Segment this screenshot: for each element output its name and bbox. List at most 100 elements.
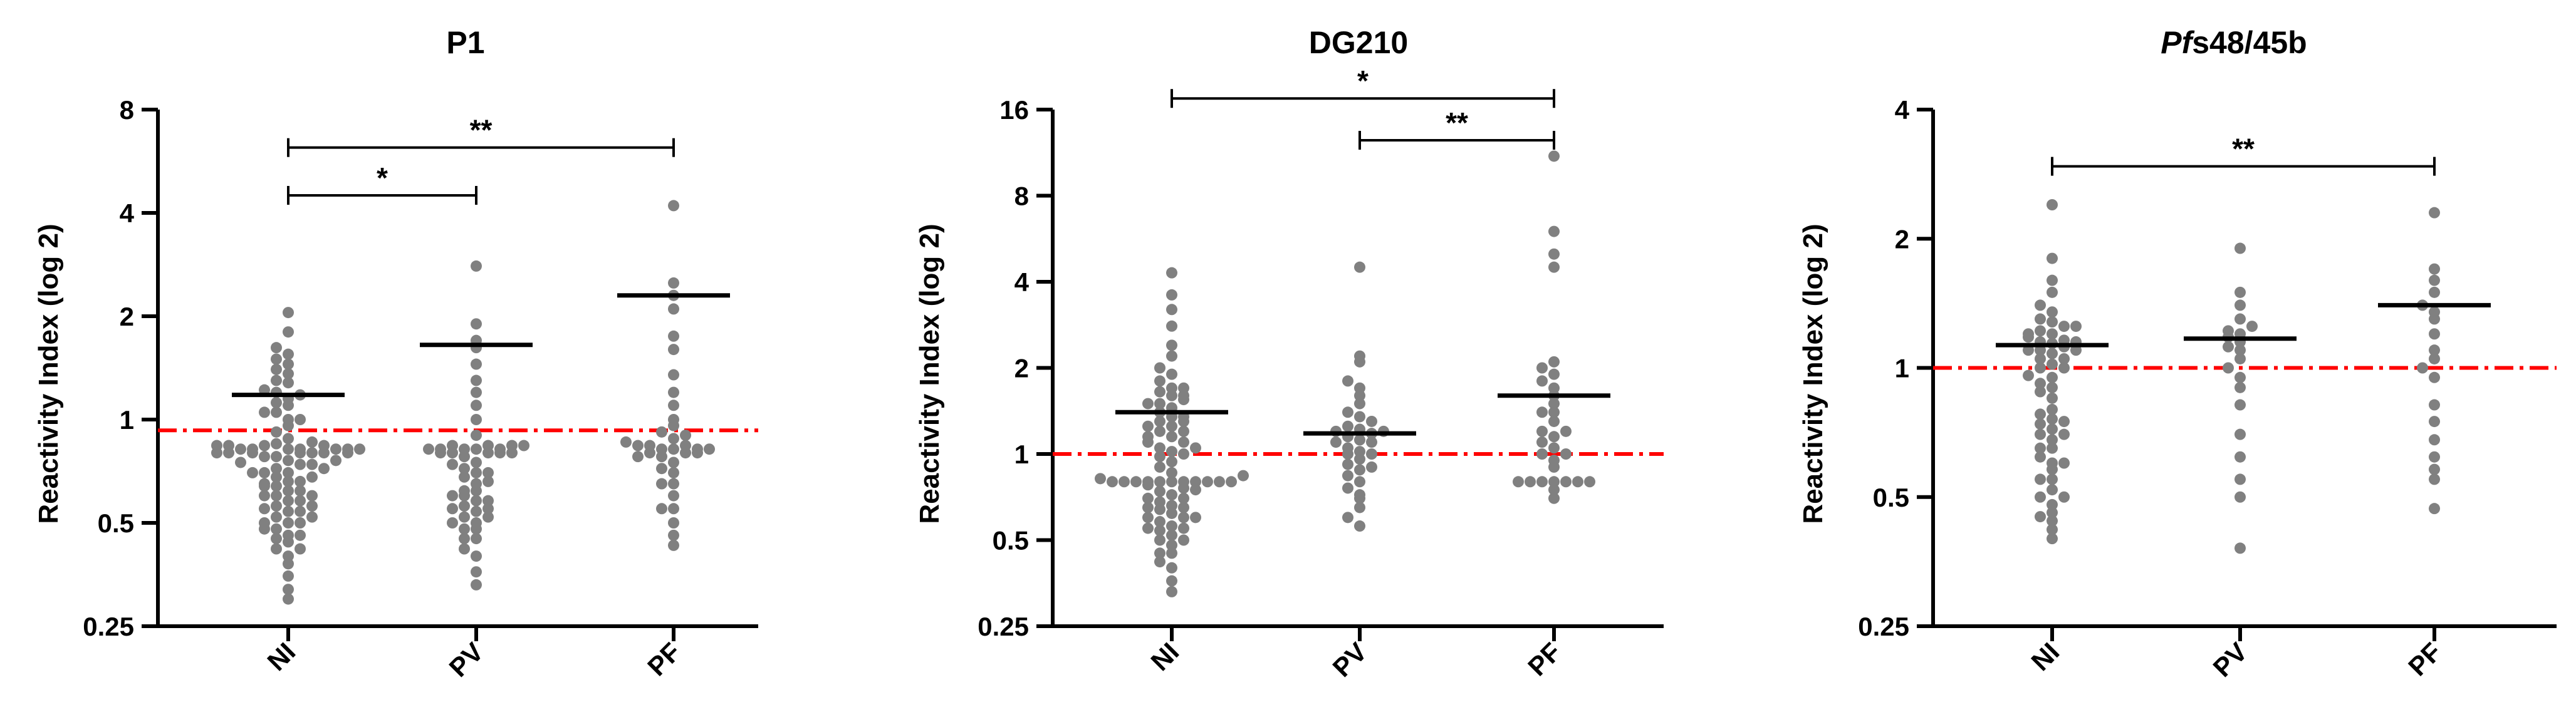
data-point: [283, 348, 294, 360]
data-point: [459, 543, 470, 555]
data-point: [283, 443, 294, 455]
data-point: [259, 480, 270, 492]
data-point: [1154, 415, 1165, 427]
y-tick-label: 1: [1014, 440, 1029, 469]
data-point: [680, 430, 691, 441]
data-point: [1560, 425, 1572, 437]
data-point: [668, 386, 679, 398]
data-point: [2035, 491, 2046, 503]
data-point: [1548, 356, 1560, 368]
data-point: [2047, 371, 2058, 383]
data-point: [1178, 502, 1189, 513]
data-point: [704, 443, 715, 455]
data-point: [632, 451, 644, 463]
data-point: [471, 550, 482, 562]
data-point: [2234, 344, 2246, 356]
data-point: [2234, 381, 2246, 393]
data-point: [1548, 248, 1560, 260]
data-point: [295, 458, 306, 470]
y-tick-label: 4: [1895, 95, 1910, 125]
data-point: [1154, 375, 1165, 387]
data-point: [2429, 463, 2440, 475]
data-point: [668, 330, 679, 342]
data-point: [1536, 425, 1548, 437]
data-point: [459, 511, 470, 523]
data-point: [2234, 451, 2246, 463]
data-point: [283, 550, 294, 562]
data-point: [259, 406, 270, 418]
data-point: [283, 414, 294, 425]
data-point: [1166, 467, 1177, 478]
data-point: [2023, 369, 2034, 381]
data-point: [1178, 492, 1189, 504]
data-point: [1354, 411, 1365, 423]
data-point: [2047, 306, 2058, 318]
data-point: [459, 485, 470, 497]
data-point: [1142, 512, 1154, 524]
data-points: [211, 200, 715, 605]
data-point: [1548, 150, 1560, 162]
data-point: [2035, 408, 2046, 420]
data-point: [1342, 406, 1353, 418]
data-point: [632, 440, 644, 451]
data-point: [620, 436, 632, 448]
data-point: [283, 467, 294, 478]
chart-title: Pfs48/45b: [2161, 25, 2307, 60]
data-point: [2058, 353, 2070, 364]
x-tick-label: NI: [2025, 637, 2065, 676]
data-point: [259, 523, 270, 535]
data-point: [2223, 325, 2234, 337]
data-point: [271, 374, 282, 386]
data-point: [471, 260, 482, 272]
data-point: [668, 503, 679, 515]
data-point: [2223, 362, 2234, 374]
y-tick-label: 8: [1014, 182, 1029, 211]
data-point: [259, 467, 270, 478]
data-point: [283, 485, 294, 497]
data-point: [447, 458, 458, 470]
data-point: [447, 440, 458, 451]
data-point: [1342, 442, 1353, 454]
data-point: [1166, 446, 1177, 458]
data-point: [1178, 448, 1189, 460]
data-point: [1166, 368, 1177, 380]
data-point: [2047, 507, 2058, 518]
data-point: [259, 451, 270, 463]
data-point: [1154, 442, 1165, 454]
data-point: [2234, 542, 2246, 554]
data-point: [1154, 398, 1165, 410]
data-point: [656, 463, 667, 475]
significance-label: *: [1357, 64, 1369, 97]
data-point: [1548, 406, 1560, 418]
data-point: [1354, 446, 1365, 458]
data-point: [1354, 382, 1365, 394]
data-point: [1142, 492, 1154, 504]
data-point: [1166, 575, 1177, 587]
data-point: [295, 485, 306, 497]
data-point: [1548, 225, 1560, 237]
data-point: [471, 566, 482, 578]
data-point: [2035, 362, 2046, 374]
data-point: [2429, 434, 2440, 446]
data-point: [644, 440, 655, 451]
data-point: [471, 318, 482, 330]
data-point: [1366, 436, 1377, 448]
data-point: [2035, 353, 2046, 364]
data-point: [2429, 328, 2440, 340]
data-point: [283, 307, 294, 319]
data-point: [1342, 420, 1353, 432]
data-point: [2035, 299, 2046, 311]
data-point: [295, 543, 306, 555]
data-point: [2035, 344, 2046, 356]
data-point: [2234, 313, 2246, 325]
data-point: [2234, 473, 2246, 485]
data-point: [471, 358, 482, 370]
data-point: [1548, 442, 1560, 454]
data-point: [1560, 476, 1572, 488]
data-point: [656, 443, 667, 455]
data-point: [283, 377, 294, 389]
data-point: [668, 344, 679, 356]
data-point: [1154, 386, 1165, 398]
data-point: [1548, 368, 1560, 380]
data-point: [1330, 436, 1342, 448]
